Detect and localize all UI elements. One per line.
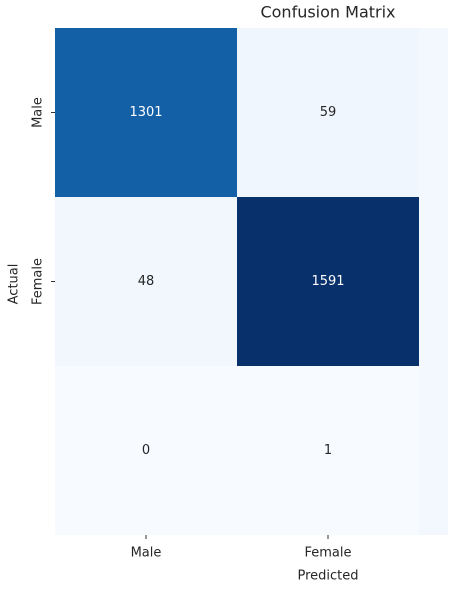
heatmap-cell <box>55 366 237 535</box>
x-axis-label: Predicted <box>297 569 358 584</box>
y-axis-label: Actual <box>7 264 22 305</box>
cell-label: 1591 <box>311 274 344 289</box>
heatmap-cell <box>55 197 237 366</box>
plot-background <box>419 28 448 535</box>
cell-label: 1 <box>324 443 332 458</box>
heatmap-cell <box>55 28 237 197</box>
x-tick-label: Male <box>131 546 162 561</box>
y-tick-label: Male <box>31 97 46 128</box>
x-tick-label: Female <box>304 546 351 561</box>
chart-title: Confusion Matrix <box>260 3 395 22</box>
cell-label: 59 <box>320 105 337 120</box>
heatmap-cell <box>237 197 419 366</box>
heatmap-cell <box>237 28 419 197</box>
cell-label: 0 <box>142 443 150 458</box>
cell-label: 48 <box>138 274 155 289</box>
y-tick-label: Female <box>31 258 46 305</box>
cell-label: 1301 <box>129 105 162 120</box>
heatmap-cell <box>237 366 419 535</box>
